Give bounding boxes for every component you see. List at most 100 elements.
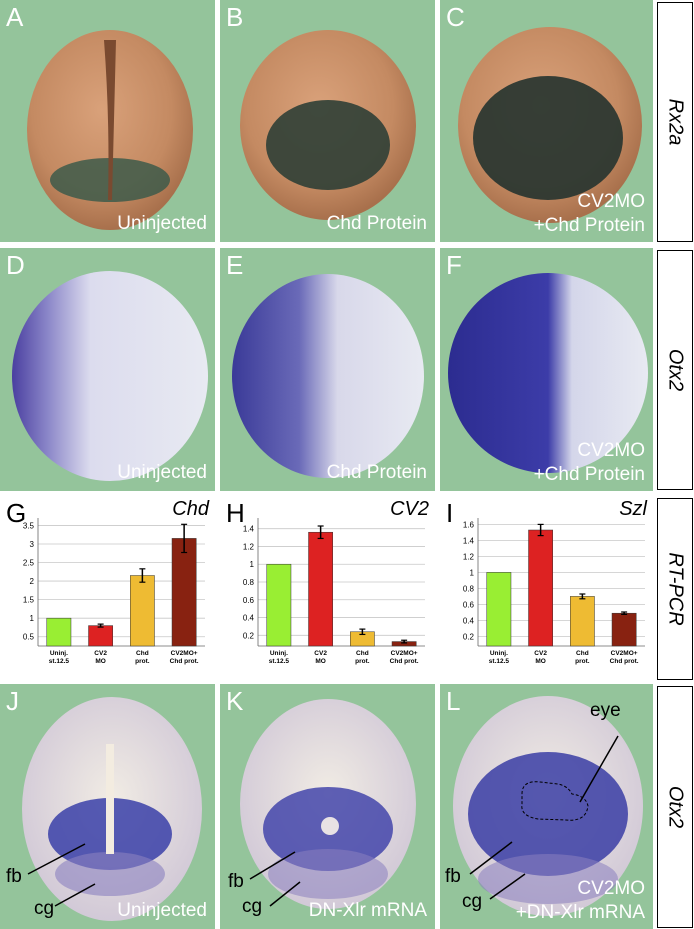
panel-letter: K	[226, 686, 244, 716]
x-tick-label: CV2	[314, 650, 327, 657]
x-tick-label: CV2MO+	[171, 650, 198, 657]
bar	[130, 575, 155, 647]
bar	[266, 563, 292, 647]
y-tick-label: 0.2	[463, 632, 475, 641]
panel-letter: I	[446, 498, 454, 528]
x-tick-label: Chd	[576, 650, 589, 657]
x-tick-label: CV2	[534, 650, 547, 657]
embryo-image-D	[12, 271, 208, 481]
panel-caption: Uninjected	[117, 900, 207, 921]
bar	[486, 572, 512, 647]
x-tick-label: st.12.5	[489, 658, 510, 665]
panel-letter: H	[226, 498, 245, 528]
x-tick-label: CV2MO+	[611, 650, 638, 657]
y-tick-label: 0.4	[463, 616, 475, 625]
bar	[88, 625, 113, 647]
bar-chart-cv2: 0.2 0.4 0.6 0.8 1 1.2 1.4 Uninj.st.12.5 CV2MO Chd…	[243, 518, 425, 665]
row-label-otx2: Otx2	[657, 250, 693, 490]
cg-label: cg	[34, 898, 55, 919]
x-tick-label: Chd prot.	[390, 658, 419, 665]
panel-letter: D	[6, 250, 25, 280]
embryo-image-A	[27, 30, 193, 230]
panel-K: K fb cg DN-Xlr mRNA	[220, 684, 435, 929]
x-tick-label: Uninj.	[50, 650, 68, 657]
panel-I: I Szl 0.2 0.4 0.6 0.8 1 1.2 1.4 1.6 Uninj. st.12.…	[440, 496, 653, 680]
panel-letter: E	[226, 250, 244, 280]
eye-label: eye	[590, 700, 621, 721]
y-tick-label: 2	[30, 577, 35, 586]
panel-H: H CV2 0.2 0.4 0.6 0.8 1 1.2 1.4 Uninj. st.12.5 CV…	[220, 496, 435, 680]
panel-D: D Uninjected	[0, 248, 215, 491]
panel-A: A Uninjected	[0, 0, 215, 242]
panel-B: B Chd Protein	[220, 0, 435, 242]
fb-label: fb	[228, 871, 244, 892]
chart-title: Chd	[172, 498, 209, 520]
panel-caption: Chd Protein	[326, 213, 427, 234]
y-tick-label: 2.5	[23, 559, 35, 568]
y-tick-label: 0.8	[463, 584, 475, 593]
cg-label: cg	[462, 891, 483, 912]
y-tick-label: 1.5	[23, 596, 35, 605]
bar	[570, 596, 595, 647]
y-tick-label: 1.2	[463, 552, 475, 561]
panel-F: F CV2MO +Chd Protein	[440, 248, 653, 491]
embryo-image-K	[240, 699, 416, 909]
x-tick-label: Chd prot.	[170, 658, 199, 665]
x-tick-label: st.12.5	[269, 658, 290, 665]
panel-caption: Uninjected	[117, 213, 207, 234]
bar-chart-szl: 0.2 0.4 0.6 0.8 1 1.2 1.4 1.6 Uninj.st.12.5 CV2MO…	[463, 518, 645, 665]
embryo-image-F	[448, 273, 648, 473]
panel-caption: Uninjected	[117, 462, 207, 483]
panel-J: J fb cg Uninjected	[0, 684, 215, 929]
y-tick-label: 0.6	[243, 596, 255, 605]
bar	[528, 529, 553, 647]
bar-chart-chd: 0.5 1 1.5 2 2.5 3 3.5 Uninj.st.12.5 CV2MO Chdprot…	[23, 518, 205, 665]
y-tick-label: 1	[30, 614, 35, 623]
embryo-image-J	[22, 697, 202, 921]
fb-label: fb	[445, 866, 461, 887]
embryo-image-E	[232, 274, 424, 478]
y-tick-label: 1	[250, 560, 255, 569]
y-tick-label: 1.4	[243, 525, 255, 534]
x-tick-label: prot.	[355, 658, 370, 665]
panel-letter: G	[6, 498, 27, 528]
x-tick-label: Uninj.	[270, 650, 288, 657]
cg-label: cg	[242, 896, 263, 917]
panel-G: G Chd 0.5 1 1.5 2 2.5 3 3.5 Uninj. st.12.5 CV2 MO C…	[0, 496, 215, 680]
x-tick-label: CV2	[94, 650, 107, 657]
y-tick-label: 1	[470, 568, 475, 577]
x-tick-label: MO	[95, 658, 105, 665]
x-tick-label: prot.	[135, 658, 150, 665]
x-tick-label: st.12.5	[49, 658, 70, 665]
row-label-otx2-bottom: Otx2	[657, 686, 693, 928]
fb-label: fb	[6, 866, 22, 887]
row-label-rx2a: Rx2a	[657, 2, 693, 242]
bar	[171, 538, 197, 647]
y-tick-label: 0.5	[23, 633, 35, 642]
chart-title: Szl	[619, 498, 647, 520]
panel-C: C CV2MO +Chd Protein	[440, 0, 653, 242]
embryo-image-C	[458, 27, 642, 223]
y-tick-label: 1.2	[243, 542, 255, 551]
y-tick-label: 0.2	[243, 631, 255, 640]
x-tick-label: Chd prot.	[610, 658, 639, 665]
x-tick-label: MO	[315, 658, 325, 665]
x-tick-label: Chd	[356, 650, 369, 657]
chart-title: CV2	[390, 498, 429, 520]
panel-caption: CV2MO +Chd Protein	[533, 440, 645, 485]
panel-letter: J	[6, 686, 19, 716]
y-tick-label: 1.6	[463, 520, 475, 529]
panel-caption: Chd Protein	[326, 462, 427, 483]
panel-letter: L	[446, 686, 461, 716]
panel-caption: DN-Xlr mRNA	[308, 900, 427, 921]
panel-letter: A	[6, 2, 24, 32]
panel-caption: CV2MO +DN-Xlr mRNA	[515, 878, 645, 923]
y-tick-label: 0.8	[243, 578, 255, 587]
x-tick-label: Chd	[136, 650, 149, 657]
bar	[308, 531, 333, 647]
y-tick-label: 0.4	[243, 614, 255, 623]
y-tick-label: 1.4	[463, 536, 475, 545]
embryo-image-L	[453, 696, 643, 916]
panel-L: L eye fb cg CV2MO +DN-Xlr mRNA	[440, 684, 653, 929]
x-tick-label: CV2MO+	[391, 650, 418, 657]
